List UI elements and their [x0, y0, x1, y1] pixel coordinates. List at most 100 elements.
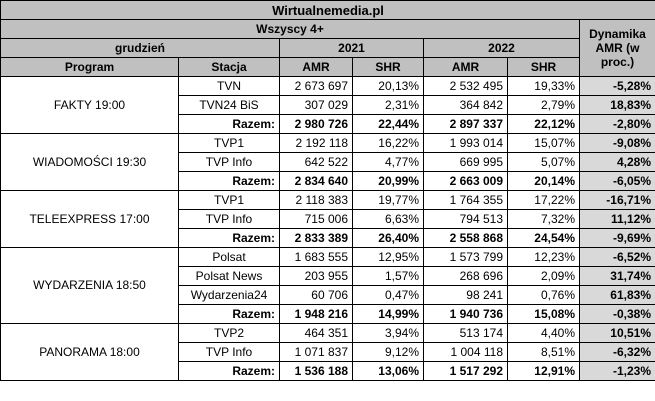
dynamics-cell: 11,12%	[579, 209, 655, 229]
program-name: WIADOMOŚCI 19:30	[0, 133, 179, 191]
shr-2022-cell: 0,76%	[507, 285, 580, 305]
amr-2022-cell: 2 558 868	[423, 228, 508, 248]
amr-2022-cell: 2 532 495	[423, 76, 508, 96]
shr-2022-cell: 12,91%	[507, 361, 580, 381]
shr-2022-cell: 19,33%	[507, 76, 580, 96]
dynamics-cell: -2,80%	[579, 114, 655, 134]
dynamics-cell: -6,52%	[579, 247, 655, 267]
station-cell: Polsat News	[178, 266, 280, 286]
table-row: Razem: 2 833 389 26,40% 2 558 868 24,54% -9,6…	[1, 228, 655, 248]
table-row: Razem: 1 948 216 14,99% 1 940 736 15,08% -0,3…	[1, 304, 655, 324]
shr-2021-cell: 12,95%	[352, 247, 424, 267]
shr-2022-cell: 15,08%	[507, 304, 580, 324]
program-name: PANORAMA 18:00	[0, 323, 179, 381]
shr-2021-cell: 14,99%	[352, 304, 424, 324]
col-shr-2022: SHR	[507, 57, 580, 77]
dynamics-cell: -9,08%	[579, 133, 655, 153]
table-row: WIADOMOŚCI 19:30 TVP1 2 192 118 16,22% 1 993…	[0, 133, 655, 191]
amr-2021-cell: 307 029	[279, 95, 353, 115]
station-cell: Razem:	[178, 114, 280, 134]
amr-2021-cell: 2 673 697	[279, 76, 353, 96]
amr-2021-cell: 2 980 726	[279, 114, 353, 134]
shr-2021-cell: 1,57%	[352, 266, 424, 286]
dynamics-cell: -6,05%	[579, 171, 655, 191]
amr-2021-cell: 642 522	[279, 152, 353, 172]
shr-2021-cell: 26,40%	[352, 228, 424, 248]
amr-2021-cell: 464 351	[279, 323, 353, 343]
program-name: FAKTY 19:00	[0, 76, 179, 134]
shr-2021-cell: 19,77%	[352, 190, 424, 210]
amr-2021-cell: 1 683 555	[279, 247, 353, 267]
shr-2021-cell: 0,47%	[352, 285, 424, 305]
shr-2022-cell: 2,79%	[507, 95, 580, 115]
table-row: WYDARZENIA 18:50 Polsat 1 683 555 12,95% 1 5…	[0, 247, 655, 324]
dynamics-cell: 18,83%	[579, 95, 655, 115]
amr-2021-cell: 715 006	[279, 209, 353, 229]
station-cell: TVP Info	[178, 152, 280, 172]
amr-2022-cell: 364 842	[423, 95, 508, 115]
col-amr-2022: AMR	[423, 57, 508, 77]
table-row: TELEEXPRESS 17:00 TVP1 2 118 383 19,77% 1 76…	[0, 190, 655, 248]
table-row: Razem: 1 536 188 13,06% 1 517 292 12,91% -1,2…	[1, 361, 655, 381]
station-cell: TVP1	[178, 190, 280, 210]
shr-2021-cell: 20,99%	[352, 171, 424, 191]
amr-2021-cell: 203 955	[279, 266, 353, 286]
station-cell: Razem:	[178, 171, 280, 191]
program-name: TELEEXPRESS 17:00	[0, 190, 179, 248]
title-row: Wirtualnemedia.pl	[0, 0, 655, 20]
shr-2021-cell: 6,63%	[352, 209, 424, 229]
station-cell: TVN24 BiS	[178, 95, 280, 115]
station-cell: TVP2	[178, 323, 280, 343]
amr-2022-cell: 513 174	[423, 323, 508, 343]
dynamics-cell: -16,71%	[579, 190, 655, 210]
col-shr-2021: SHR	[352, 57, 424, 77]
shr-2022-cell: 24,54%	[507, 228, 580, 248]
shr-2022-cell: 15,07%	[507, 133, 580, 153]
audience-label: Wszyscy 4+	[0, 19, 580, 39]
station-cell: TVP1	[178, 133, 280, 153]
amr-2021-cell: 2 118 383	[279, 190, 353, 210]
col-amr-2021: AMR	[279, 57, 353, 77]
amr-2021-cell: 1 536 188	[279, 361, 353, 381]
shr-2021-cell: 16,22%	[352, 133, 424, 153]
shr-2021-cell: 9,12%	[352, 342, 424, 362]
station-cell: Razem:	[178, 304, 280, 324]
amr-2021-cell: 2 834 640	[279, 171, 353, 191]
amr-2022-cell: 2 897 337	[423, 114, 508, 134]
station-cell: TVP Info	[178, 342, 280, 362]
shr-2022-cell: 12,23%	[507, 247, 580, 267]
month-label: grudzień	[0, 38, 280, 58]
amr-2022-cell: 1 993 014	[423, 133, 508, 153]
shr-2021-cell: 3,94%	[352, 323, 424, 343]
shr-2021-cell: 22,44%	[352, 114, 424, 134]
amr-2021-cell: 2 833 389	[279, 228, 353, 248]
col-program: Program	[0, 57, 179, 77]
amr-2022-cell: 1 573 799	[423, 247, 508, 267]
table-row: Razem: 2 834 640 20,99% 2 663 009 20,14% -6,0…	[1, 171, 655, 191]
amr-2021-cell: 2 192 118	[279, 133, 353, 153]
table-row: PANORAMA 18:00 TVP2 464 351 3,94% 513 174 4,4…	[0, 323, 655, 381]
dynamics-cell: -6,32%	[579, 342, 655, 362]
shr-2021-cell: 13,06%	[352, 361, 424, 381]
amr-2022-cell: 794 513	[423, 209, 508, 229]
station-cell: TVN	[178, 76, 280, 96]
station-cell: Wydarzenia24	[178, 285, 280, 305]
table-row: FAKTY 19:00 TVN 2 673 697 20,13% 2 532 495 19…	[0, 76, 655, 134]
shr-2022-cell: 22,12%	[507, 114, 580, 134]
year-2022: 2022	[423, 38, 580, 58]
amr-2022-cell: 1 940 736	[423, 304, 508, 324]
dynamics-cell: -0,38%	[579, 304, 655, 324]
dynamics-cell: -1,23%	[579, 361, 655, 381]
shr-2021-cell: 2,31%	[352, 95, 424, 115]
shr-2022-cell: 5,07%	[507, 152, 580, 172]
col-station: Stacja	[178, 57, 280, 77]
audience-row: Wszyscy 4+ Dynamika AMR (w proc.)	[0, 19, 655, 77]
amr-2022-cell: 669 995	[423, 152, 508, 172]
dynamics-cell: 31,74%	[579, 266, 655, 286]
year-row: grudzień 2021 2022	[0, 38, 655, 58]
amr-2022-cell: 2 663 009	[423, 171, 508, 191]
shr-2022-cell: 17,22%	[507, 190, 580, 210]
ratings-table: Wirtualnemedia.pl Wszyscy 4+ Dynamika AM…	[0, 0, 655, 381]
shr-2022-cell: 20,14%	[507, 171, 580, 191]
dynamics-cell: 4,28%	[579, 152, 655, 172]
